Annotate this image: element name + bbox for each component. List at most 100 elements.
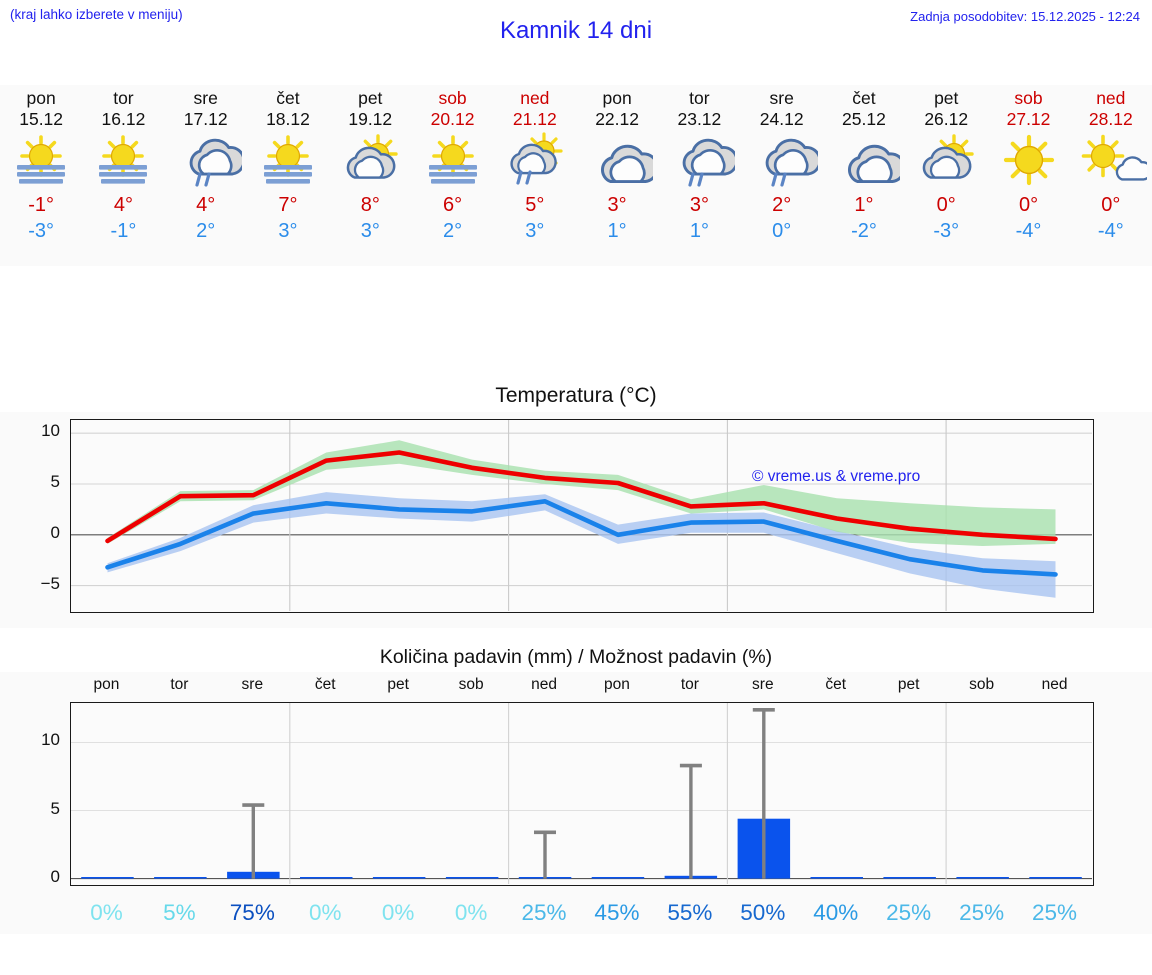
precip-bar	[810, 877, 863, 879]
day-date-label: 28.12	[1088, 109, 1133, 129]
precipitation-day-label: pet	[387, 676, 409, 693]
day-of-week-label: pon	[26, 88, 56, 108]
sun-fog-icon	[87, 132, 159, 190]
day-min-temp: 3°	[525, 220, 545, 242]
day-min-temp: 1°	[607, 220, 627, 242]
precipitation-day-label: čet	[314, 676, 336, 693]
day-min-temp: 3°	[360, 220, 380, 242]
precipitation-probability-label: 0%	[90, 900, 123, 925]
cloudy-icon	[581, 132, 654, 190]
day-max-temp: 2°	[772, 194, 792, 216]
precipitation-day-label: sre	[241, 676, 264, 693]
precipitation-y-tick: 0	[50, 866, 60, 886]
day-max-temp: 6°	[442, 194, 463, 216]
copyright-label: © vreme.us & vreme.pro	[752, 468, 921, 485]
precipitation-day-label: ned	[531, 676, 557, 693]
last-updated-label: Zadnja posodobitev: 15.12.2025 - 12:24	[910, 9, 1140, 24]
precipitation-probability-label: 55%	[667, 900, 713, 925]
temperature-chart-title: Temperatura (°C)	[495, 384, 657, 407]
temperature-plot-svg	[71, 420, 1092, 611]
day-min-temp: -1°	[110, 220, 137, 242]
day-of-week-label: ned	[520, 88, 550, 108]
day-date-label: 15.12	[19, 109, 64, 129]
day-min-temp: -4°	[1097, 220, 1124, 242]
day-min-temp: -4°	[1015, 220, 1042, 242]
day-of-week-label: tor	[689, 88, 710, 108]
day-date-label: 25.12	[842, 109, 886, 129]
partly-cloudy-icon	[334, 132, 406, 190]
day-min-temp: 1°	[689, 220, 709, 242]
precipitation-probability-label: 40%	[813, 900, 859, 925]
day-forecast-cell[interactable]: tor 16.12 4° -1°	[82, 85, 164, 266]
day-date-label: 22.12	[595, 109, 639, 129]
day-of-week-label: pet	[934, 88, 959, 108]
page-title: Kamnik 14 dni	[499, 17, 653, 44]
day-forecast-cell[interactable]: čet 25.12 1° -2°	[823, 85, 905, 266]
precipitation-probability-label: 50%	[740, 900, 786, 925]
precipitation-probability-label: 25%	[521, 900, 567, 925]
day-forecast-cell[interactable]: ned 21.12 5° 3°	[494, 85, 576, 266]
temperature-y-tick: 5	[50, 472, 60, 491]
precipitation-day-label: tor	[680, 676, 699, 693]
precip-bar	[300, 877, 353, 879]
day-min-temp: -3°	[28, 220, 55, 242]
precipitation-probability-label: 0%	[381, 900, 415, 925]
precipitation-probability-label: 0%	[308, 900, 342, 925]
day-max-temp: 5°	[525, 194, 545, 216]
precipitation-probability-label: 75%	[229, 900, 275, 925]
day-forecast-cell[interactable]: pet 19.12 8° 3°	[329, 85, 411, 266]
sun-fog-icon	[417, 132, 489, 190]
precip-bar	[154, 877, 207, 879]
day-forecast-cell[interactable]: sob 27.12 0° -4°	[987, 85, 1069, 266]
day-date-label: 26.12	[924, 109, 969, 129]
precip-bar	[372, 877, 426, 879]
day-of-week-label: sob	[438, 88, 467, 108]
day-of-week-label: pon	[602, 88, 632, 108]
precipitation-plot-svg	[71, 703, 1092, 884]
day-forecast-cell[interactable]: pon 15.12 -1° -3°	[0, 85, 82, 266]
precipitation-y-tick: 10	[41, 730, 60, 750]
sun-fog-icon	[5, 132, 77, 190]
precipitation-probability-label: 25%	[959, 900, 1005, 925]
day-of-week-label: tor	[113, 88, 134, 108]
day-date-label: 20.12	[430, 109, 475, 129]
cloud-rain-icon	[170, 132, 242, 190]
day-date-label: 19.12	[348, 109, 393, 129]
day-forecast-cell[interactable]: tor 23.12 3° 1°	[658, 85, 740, 266]
precip-bar	[883, 877, 936, 879]
precip-bar	[1029, 877, 1082, 879]
day-forecast-cell[interactable]: pon 22.12 3° 1°	[576, 85, 658, 266]
day-forecast-cell[interactable]: ned 28.12 0° -4°	[1070, 85, 1152, 266]
day-of-week-label: sre	[193, 88, 218, 108]
sun-fog-icon	[252, 132, 324, 190]
temperature-y-tick: 10	[41, 421, 60, 441]
temperature-y-tick: 0	[50, 522, 60, 542]
day-forecast-cell[interactable]: pet 26.12 0° -3°	[905, 85, 987, 266]
day-max-temp: 1°	[854, 194, 874, 216]
day-of-week-label: čet	[852, 88, 876, 108]
day-date-label: 16.12	[101, 109, 146, 129]
precip-bar	[81, 877, 134, 879]
partly-cloudy-icon	[910, 132, 982, 190]
precipitation-chart-title: Količina padavin (mm) / Možnost padavin …	[379, 646, 773, 668]
day-min-temp: 3°	[278, 220, 298, 242]
precipitation-probability-label: 25%	[1032, 900, 1078, 925]
day-forecast-cell[interactable]: čet 18.12 7° 3°	[247, 85, 329, 266]
day-min-temp: 2°	[196, 220, 216, 242]
precipitation-y-tick: 5	[50, 798, 60, 818]
precipitation-day-label: ned	[1041, 676, 1068, 693]
day-forecast-cell[interactable]: sob 20.12 6° 2°	[411, 85, 493, 266]
day-date-label: 23.12	[677, 109, 722, 129]
day-max-temp: 3°	[689, 194, 709, 216]
precipitation-probability-label: 5%	[163, 900, 196, 925]
day-of-week-label: čet	[276, 88, 300, 108]
precipitation-probability-label: 25%	[886, 900, 932, 925]
day-forecast-cell[interactable]: sre 24.12 2° 0°	[741, 85, 823, 266]
day-max-temp: 7°	[278, 194, 298, 216]
day-date-label: 18.12	[266, 109, 310, 129]
precipitation-day-label: sob	[969, 676, 995, 693]
precipitation-day-label: tor	[170, 676, 189, 693]
day-max-temp: 0°	[1101, 194, 1121, 216]
day-date-label: 24.12	[759, 109, 804, 129]
day-forecast-cell[interactable]: sre 17.12 4° 2°	[165, 85, 247, 266]
